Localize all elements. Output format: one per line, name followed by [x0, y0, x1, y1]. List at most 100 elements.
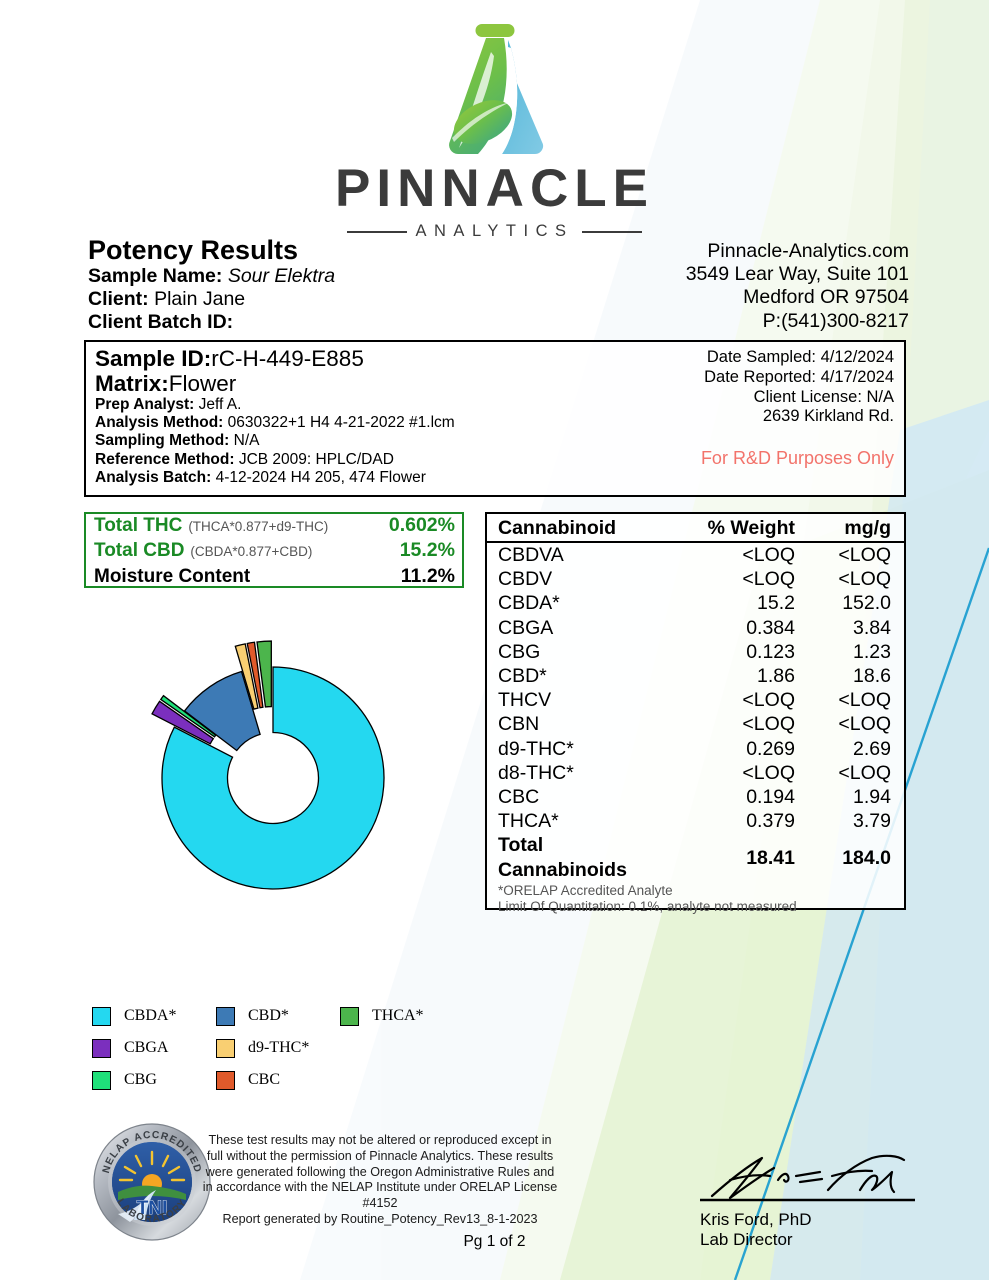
analysis-method-value: 0630322+1 H4 4-21-2022 #1.lcm	[227, 414, 455, 432]
cell-analyte: CBC	[498, 786, 540, 809]
cell-mgg: 152.0	[842, 592, 891, 615]
legend-label: CBGA	[124, 1039, 169, 1056]
total-cbd-value: 15.2%	[399, 539, 455, 562]
analysis-batch-label: Analysis Batch:	[95, 468, 212, 486]
sampling-method-row: Sampling Method: N/A	[95, 432, 455, 450]
cell-total-percent: 18.41	[746, 846, 795, 869]
table-row: CBDVA <LOQ <LOQ	[487, 542, 904, 567]
date-reported: Date Reported: 4/17/2024	[704, 367, 894, 386]
chart-legend: CBDA* CBD* THCA* CBGA d9-THC*	[92, 1000, 492, 1096]
cell-percent: <LOQ	[742, 568, 795, 591]
legend-swatch-cbga	[92, 1038, 111, 1058]
sampling-method-value: N/A	[233, 432, 260, 450]
total-cbd-row: Total CBD (CBDA*0.877+CBD) 15.2%	[86, 539, 462, 564]
orelap-note: *ORELAP Accredited Analyte	[498, 882, 673, 898]
reference-method-label: Reference Method:	[95, 450, 235, 468]
prep-analyst-label: Prep Analyst:	[95, 396, 195, 414]
moisture-row: Moisture Content 11.2%	[86, 565, 462, 590]
total-thc-value: 0.602%	[388, 514, 455, 536]
cell-mgg: 2.69	[853, 737, 891, 760]
table-header-row: Cannabinoid % Weight mg/g	[487, 514, 904, 543]
cell-percent: <LOQ	[742, 544, 795, 566]
reference-method-value: JCB 2009: HPLC/DAD	[238, 450, 394, 468]
legend-swatch-cbda	[92, 1006, 111, 1026]
page-title: Potency Results	[88, 235, 299, 265]
cell-analyte: CBGA	[498, 616, 554, 639]
cannabinoid-results-table: Cannabinoid % Weight mg/g CBDVA <LOQ <LOQ C…	[485, 512, 906, 914]
flask-leaf-drop-icon	[448, 24, 543, 155]
cell-mgg: 1.94	[853, 786, 891, 809]
cell-percent: 15.2	[757, 592, 795, 615]
col-mgg: mg/g	[795, 514, 904, 543]
signature-kris-ford-icon	[700, 1154, 915, 1202]
client-label: Client:	[88, 287, 149, 310]
cell-analyte: CBD*	[498, 665, 547, 688]
cell-analyte: CBDA*	[498, 592, 560, 615]
sample-name-row: Sample Name: Sour Elektra	[88, 265, 335, 288]
sample-name-value: Sour Elektra	[227, 265, 336, 288]
cell-mgg: <LOQ	[838, 761, 891, 784]
legend-label: THCA*	[372, 1007, 424, 1024]
cell-analyte: d9-THC*	[498, 737, 574, 760]
disclaimer-block: These test results may not be altered or…	[200, 1133, 560, 1228]
legend-item: CBC	[216, 1070, 340, 1090]
reference-method-row: Reference Method: JCB 2009: HPLC/DAD	[95, 451, 455, 469]
table-row: CBN <LOQ <LOQ	[487, 712, 904, 736]
cell-percent: <LOQ	[742, 689, 795, 712]
lab-website[interactable]: Pinnacle-Analytics.com	[707, 240, 909, 262]
table-row: THCA* 0.379 3.79	[487, 809, 904, 833]
sample-name-label: Sample Name:	[88, 265, 223, 288]
cell-total-label: Total Cannabinoids	[498, 834, 627, 881]
cell-percent: 0.384	[746, 616, 795, 639]
legend-label: CBC	[248, 1071, 281, 1088]
cell-percent: <LOQ	[742, 761, 795, 784]
analysis-method-row: Analysis Method: 0630322+1 H4 4-21-2022 …	[95, 414, 455, 432]
matrix-value: Flower	[168, 371, 237, 397]
lab-address-line2: Medford OR 97504	[743, 286, 909, 309]
moisture-value: 11.2%	[400, 564, 455, 587]
cell-percent: 0.194	[746, 786, 795, 809]
cell-mgg: <LOQ	[838, 689, 891, 712]
total-thc-label: Total THC	[94, 515, 183, 536]
client-license: Client License: N/A	[753, 387, 894, 406]
total-thc-formula: (THCA*0.877+d9-THC)	[188, 519, 329, 534]
cell-analyte: THCV	[498, 689, 552, 712]
sample-info-box: Sample ID:rC-H-449-E885 Matrix:Flower Pr…	[84, 340, 906, 497]
analysis-batch-value: 4-12-2024 H4 205, 474 Flower	[215, 468, 426, 486]
legend-row: CBG CBC	[92, 1064, 492, 1096]
legend-swatch-thca	[340, 1006, 359, 1026]
brand-logo: PINNACLE ANALYTICS	[0, 18, 989, 241]
date-sampled: Date Sampled: 4/12/2024	[706, 348, 894, 366]
cell-total-mgg: 184.0	[842, 846, 891, 869]
cell-mgg: 3.79	[853, 810, 891, 833]
seal-icon: TNI NELAP ACCREDITED LABORATORY	[93, 1123, 211, 1241]
legend-item: CBD*	[216, 1006, 340, 1026]
client-batch-row: Client Batch ID:	[88, 311, 335, 334]
legend-swatch-cbc	[216, 1070, 235, 1090]
cell-mgg: <LOQ	[838, 568, 891, 591]
report-generated-text: Report generated by Routine_Potency_Rev1…	[222, 1211, 538, 1226]
logo-wordmark: PINNACLE	[335, 159, 654, 218]
legend-item: THCA*	[340, 1006, 464, 1026]
logo-rule-left	[346, 230, 407, 233]
cell-percent: 0.379	[746, 810, 795, 833]
cell-analyte: CBDV	[498, 568, 553, 591]
legend-item: CBG	[92, 1070, 216, 1090]
cell-mgg: 1.23	[853, 640, 891, 663]
lab-phone: P:(541)300-8217	[762, 309, 909, 332]
cell-percent: 0.123	[746, 640, 795, 663]
lab-address-line1: 3549 Lear Way, Suite 101	[685, 263, 909, 286]
sample-id-label: Sample ID:	[95, 346, 212, 371]
disclaimer-text: These test results may not be altered or…	[202, 1133, 558, 1211]
legend-row: CBGA d9-THC*	[92, 1032, 492, 1064]
legend-swatch-cbd	[216, 1006, 235, 1026]
table-row: CBG 0.123 1.23	[487, 640, 904, 664]
nelap-accredited-laboratory-seal: TNI NELAP ACCREDITED LABORATORY	[92, 1122, 212, 1247]
loq-note: Limit Of Quantitation: 0.1%, analyte not…	[498, 899, 797, 915]
rnd-purposes-notice: For R&D Purposes Only	[700, 448, 894, 469]
cell-percent: 1.86	[757, 665, 795, 688]
cell-mgg: <LOQ	[838, 544, 891, 566]
client-value: Plain Jane	[154, 287, 246, 310]
moisture-label: Moisture Content	[94, 565, 251, 587]
analysis-method-label: Analysis Method:	[95, 414, 224, 432]
